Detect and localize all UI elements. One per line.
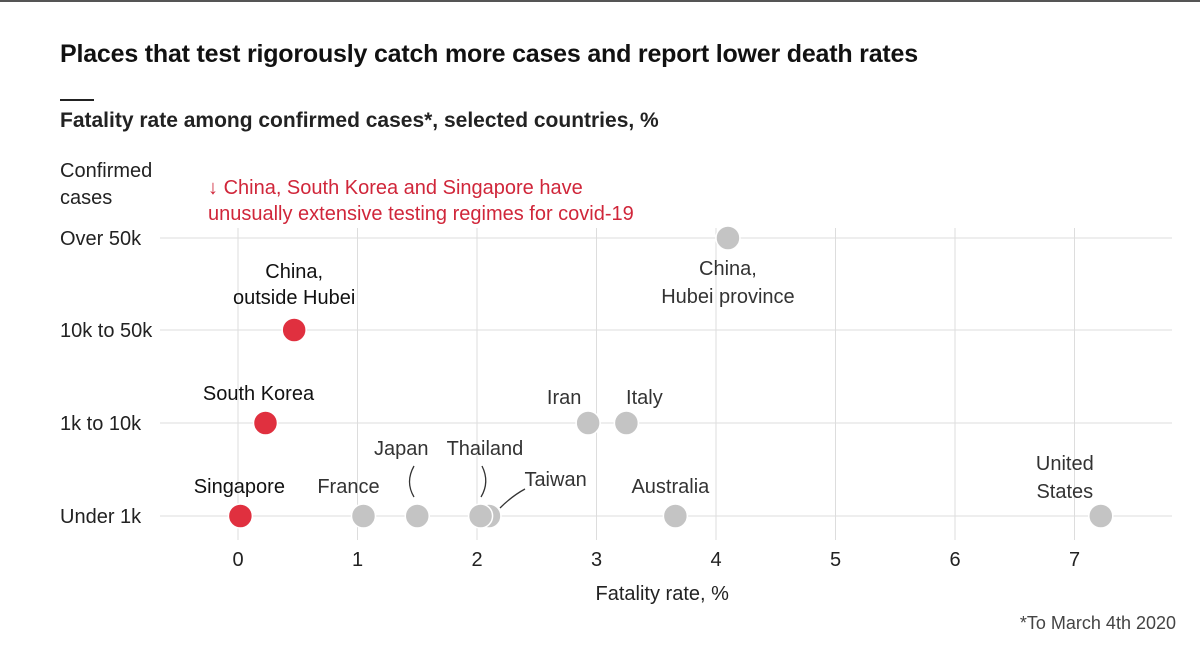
y-tick-label: Under 1k	[60, 506, 142, 528]
x-tick-label: 3	[591, 549, 602, 571]
data-point	[350, 503, 377, 529]
data-point	[404, 503, 430, 529]
data-point	[227, 503, 254, 529]
x-tick-label: 0	[232, 549, 243, 571]
data-point	[281, 317, 307, 343]
x-tick-label: 2	[471, 549, 482, 571]
chart-subtitle: Fatality rate among confirmed cases*, se…	[60, 109, 659, 132]
data-point	[613, 410, 640, 436]
leader-line-taiwan	[499, 488, 526, 509]
point-label: Singapore	[194, 476, 285, 498]
y-tick-label: 10k to 50k	[60, 320, 153, 342]
point-label: China,	[699, 258, 757, 280]
leader-line-thailand	[480, 465, 487, 498]
data-point	[1088, 503, 1114, 529]
annotation-note: ↓ China, South Korea and Singapore have …	[208, 175, 634, 227]
point-label: France	[317, 476, 379, 498]
point-label: China,	[265, 261, 323, 283]
point-label: Thailand	[447, 438, 524, 460]
point-label: Italy	[626, 387, 663, 409]
point-label: Hubei province	[661, 286, 794, 308]
point-label: United	[1036, 453, 1094, 475]
y-axis-title-line-2: cases	[60, 187, 113, 209]
point-label: Iran	[547, 387, 581, 409]
x-tick-label: 5	[830, 549, 841, 571]
y-tick-label: Over 50k	[60, 228, 142, 250]
annotation-line-1: ↓ China, South Korea and Singapore have	[208, 175, 634, 201]
data-point	[715, 225, 741, 251]
point-label: States	[1036, 481, 1093, 503]
data-point	[662, 503, 689, 529]
point-label: outside Hubei	[233, 287, 355, 309]
y-axis-title: Confirmed cases	[60, 158, 152, 212]
y-tick-label: 1k to 10k	[60, 413, 142, 435]
x-tick-label: 1	[352, 549, 363, 571]
point-label: South Korea	[203, 383, 315, 405]
x-tick-label: 6	[949, 549, 960, 571]
top-rule	[0, 0, 1200, 2]
point-label: Japan	[374, 438, 429, 460]
title-rule	[60, 99, 94, 101]
annotation-line-2: unusually extensive testing regimes for …	[208, 203, 634, 225]
data-point	[467, 503, 494, 529]
leader-line-japan	[408, 465, 415, 498]
x-axis-title: Fatality rate, %	[596, 583, 730, 605]
x-tick-label: 4	[710, 549, 721, 571]
annotation-text-1: China, South Korea and Singapore have	[223, 177, 583, 199]
x-tick-label: 7	[1069, 549, 1080, 571]
data-point	[575, 410, 601, 436]
point-label: Taiwan	[524, 469, 586, 491]
point-label: Australia	[631, 476, 710, 498]
footnote: *To March 4th 2020	[1019, 613, 1176, 633]
down-arrow-icon: ↓	[208, 177, 218, 199]
y-axis-title-line-1: Confirmed	[60, 160, 153, 182]
chart-title: Places that test rigorously catch more c…	[60, 40, 918, 68]
data-point	[252, 410, 279, 436]
